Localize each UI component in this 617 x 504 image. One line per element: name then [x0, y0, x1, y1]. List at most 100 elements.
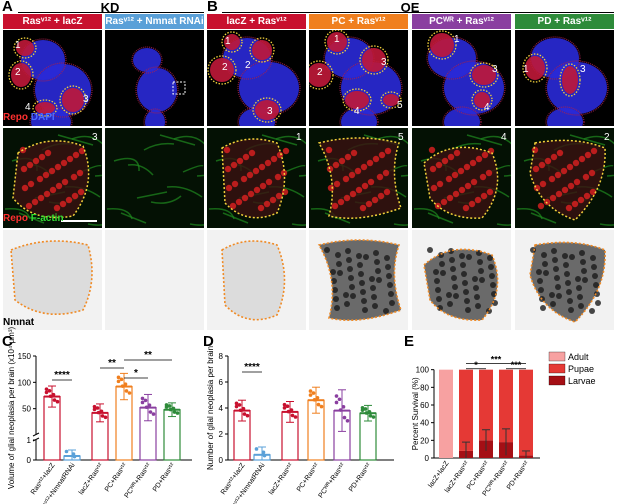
repo-label-2: Repo: [3, 213, 28, 224]
data-point: [341, 405, 346, 409]
region-number: 2: [222, 62, 228, 73]
data-point: [144, 405, 149, 410]
significance-marker: ****: [54, 370, 70, 381]
region-number: 5: [397, 100, 403, 111]
legend-label: Adult: [568, 352, 589, 362]
zoom-image: 2: [515, 128, 614, 226]
dapi-label: DAPI: [30, 112, 55, 123]
data-point: [316, 402, 321, 407]
data-point: [140, 400, 145, 405]
significance-marker: ***: [491, 354, 502, 364]
row1-stain-label: Repo DAPI: [3, 112, 55, 123]
zoom-image: 5: [309, 128, 408, 226]
row3-stain-label: Nmnat: [3, 317, 35, 328]
nmnat-image: [221, 240, 286, 321]
data-point: [143, 398, 148, 403]
micrograph-repo-dapi-ras-nmnat: [105, 30, 204, 126]
region-number: 3: [92, 132, 98, 143]
data-point: [100, 414, 105, 418]
data-point: [51, 392, 56, 397]
micrograph-repo-dapi-ras-lacz: 1 2 4 3: [3, 30, 102, 126]
micrograph-repo-factin-pc-ras: 5: [309, 128, 408, 228]
region-number: 4: [484, 102, 490, 113]
region-number: 3: [267, 106, 273, 117]
panel-label-b: B: [207, 0, 218, 15]
data-point: [308, 393, 313, 397]
data-point: [342, 415, 347, 420]
y-tick-label: 40: [420, 419, 429, 428]
data-point: [123, 382, 128, 386]
y-tick-label: 20: [420, 436, 429, 445]
data-point: [127, 391, 132, 395]
region-number: 3: [83, 94, 89, 105]
data-point: [282, 402, 287, 407]
condition-header-pd-ras: PD + Rasᵛ¹²: [515, 14, 614, 29]
brain-image: 1 3 4: [426, 30, 506, 126]
data-point: [116, 375, 121, 380]
data-point: [293, 415, 298, 419]
data-point: [95, 406, 100, 410]
stacked-bar-segment-pupae: [459, 369, 473, 451]
data-point: [119, 377, 124, 382]
data-point: [48, 394, 53, 399]
data-point: [334, 394, 339, 398]
data-point: [52, 398, 57, 402]
data-point: [64, 449, 69, 454]
data-point: [312, 398, 317, 402]
data-point: [140, 396, 145, 401]
region-number: 1: [15, 40, 21, 51]
significance-marker: ****: [244, 362, 260, 373]
data-point: [308, 389, 313, 393]
micrograph-repo-dapi-pcwr-ras: 1 3 4: [412, 30, 511, 126]
data-point: [368, 414, 373, 418]
data-point: [286, 409, 291, 414]
region-number: 4: [25, 102, 31, 113]
brain-image: 1 2 3 4 5: [309, 30, 403, 126]
micrograph-repo-factin-pcwr-ras: 4: [412, 128, 511, 228]
brain-image: 1 2 2 3: [207, 31, 301, 126]
data-point: [96, 410, 101, 415]
condition-header-ras-nmnat: Rasᵛ¹² + Nmnat RNAi: [105, 14, 204, 29]
data-point: [172, 410, 177, 414]
data-point: [167, 404, 172, 408]
data-point: [254, 447, 259, 451]
factin-label: F-actin: [30, 213, 64, 224]
legend-swatch-adult: [548, 351, 566, 362]
data-point: [245, 413, 250, 418]
data-point: [168, 407, 173, 412]
y-tick-label: 1: [27, 436, 32, 445]
data-point: [44, 387, 49, 391]
micrograph-repo-dapi-lacz-ras: 1 2 2 3: [207, 30, 306, 126]
data-point: [147, 403, 152, 408]
region-number: 1: [454, 34, 460, 45]
data-point: [262, 453, 267, 458]
data-point: [44, 390, 49, 395]
y-tick-label: 50: [22, 405, 31, 414]
y-tick-label: 100: [416, 366, 430, 375]
y-tick-label: 80: [420, 383, 429, 392]
nmnat-image: [10, 240, 93, 316]
data-point: [103, 415, 108, 420]
region-number: 4: [501, 132, 507, 143]
data-point: [242, 412, 247, 416]
data-point: [311, 391, 316, 395]
micrograph-repo-factin-pd-ras: 2: [515, 128, 614, 228]
region-number: 1: [225, 36, 231, 47]
stacked-bar-segment-pupae: [519, 369, 533, 456]
significance-marker: **: [144, 350, 152, 361]
data-point: [315, 396, 320, 400]
region-number: 2: [245, 60, 251, 71]
row2-stain-label: Repo F-actin: [3, 213, 64, 224]
micrograph-nmnat-lacz-ras: [207, 230, 306, 330]
micrograph-nmnat-pc-ras: [309, 230, 408, 330]
region-number: 1: [334, 34, 340, 45]
panel-label-d: D: [203, 333, 214, 350]
micrograph-repo-factin-ras-nmnat: [105, 128, 204, 228]
zoom-image: [105, 128, 204, 226]
condition-header-pcwr-ras: PCᵂᴿ + Rasᵛ¹²: [412, 14, 511, 29]
significance-marker: **: [108, 358, 116, 369]
region-number: 2: [15, 67, 21, 78]
